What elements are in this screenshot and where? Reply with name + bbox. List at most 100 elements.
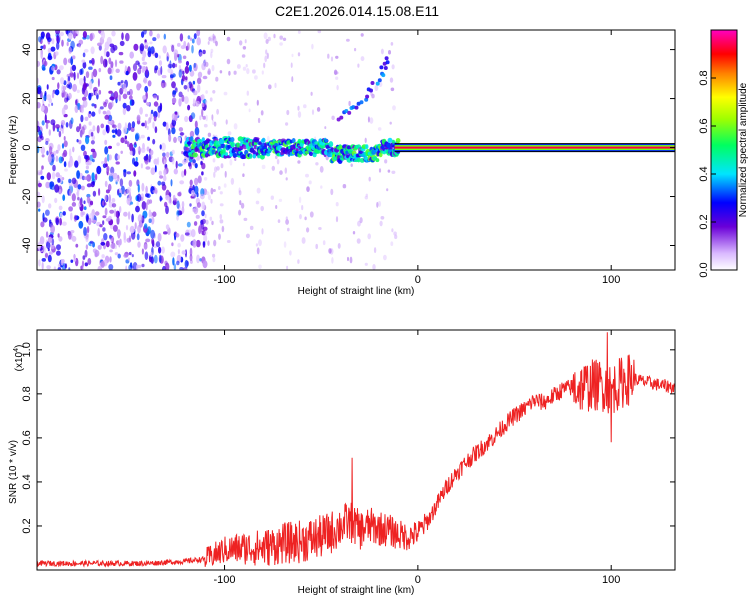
- y-tick-label: 0: [21, 144, 33, 150]
- heatmap-cell: [146, 146, 150, 152]
- heatmap-cell: [140, 163, 143, 169]
- heatmap-cell: [193, 33, 197, 40]
- heatmap-cell: [96, 125, 100, 134]
- heatmap-cell: [73, 258, 77, 262]
- heatmap-cell: [38, 208, 41, 212]
- heatmap-cell: [196, 37, 201, 46]
- heatmap-cell: [125, 265, 128, 270]
- heatmap-cell: [219, 191, 223, 195]
- heatmap-cell: [145, 193, 149, 198]
- heatmap-cell: [55, 124, 60, 129]
- heatmap-cell: [372, 264, 376, 270]
- heatmap-cell: [88, 198, 92, 208]
- heatmap-cell: [142, 50, 147, 58]
- heatmap-cell: [305, 173, 309, 178]
- heatmap-cell: [195, 214, 200, 219]
- heatmap-cell: [168, 133, 172, 143]
- heatmap-cell: [368, 176, 371, 182]
- heatmap-cell: [145, 102, 150, 106]
- heatmap-cell: [283, 241, 287, 248]
- heatmap-cell: [105, 189, 110, 194]
- heatmap-cell: [240, 202, 245, 209]
- heatmap-cell: [88, 121, 92, 126]
- heatmap-cell: [297, 259, 300, 264]
- heatmap-cell: [285, 122, 289, 126]
- x-tick-label: -100: [214, 274, 236, 286]
- heatmap-cell: [145, 166, 151, 170]
- heatmap-cell: [161, 75, 167, 79]
- heatmap-cell: [68, 92, 72, 100]
- heatmap-cell: [267, 36, 271, 42]
- heatmap-cell: [110, 243, 116, 249]
- heatmap-cell: [233, 70, 237, 75]
- heatmap-cell: [111, 129, 116, 134]
- snr-y-scale-label: (x10: [14, 351, 25, 371]
- heatmap-cell: [102, 215, 107, 219]
- heatmap-cell: [153, 254, 158, 264]
- heatmap-cell: [144, 223, 148, 229]
- heatmap-cell: [89, 200, 94, 206]
- heatmap-cell: [375, 81, 380, 86]
- heatmap-cell: [113, 91, 119, 100]
- heatmap-cell: [125, 70, 129, 76]
- heatmap-cell: [192, 98, 196, 107]
- heatmap-cell: [51, 91, 55, 99]
- heatmap-cell: [46, 150, 49, 156]
- heatmap-cell: [162, 45, 167, 54]
- colorbar-gradient: [710, 29, 738, 271]
- heatmap-cell: [200, 193, 205, 200]
- heatmap-cell: [291, 53, 294, 58]
- heatmap-cell: [199, 52, 203, 57]
- heatmap-cell: [209, 97, 213, 102]
- heatmap-cell: [390, 42, 394, 46]
- heatmap-cell: [143, 243, 148, 250]
- heatmap-cell: [159, 144, 162, 150]
- heatmap-cell: [148, 153, 151, 163]
- heatmap-cell: [131, 121, 136, 129]
- heatmap-cell: [124, 135, 128, 140]
- heatmap-cell: [191, 44, 194, 54]
- heatmap-cell: [129, 150, 134, 156]
- heatmap-cell: [133, 161, 139, 167]
- heatmap-cell: [57, 177, 61, 183]
- heatmap-cell: [229, 159, 233, 166]
- heatmap-cell: [50, 243, 55, 250]
- heatmap-cell: [201, 62, 206, 71]
- heatmap-cell: [135, 157, 138, 162]
- heatmap-cell: [187, 42, 190, 51]
- heatmap-cell: [133, 43, 139, 51]
- heatmap-cell: [85, 135, 90, 145]
- heatmap-cell: [236, 64, 241, 69]
- heatmap-cell: [364, 97, 369, 102]
- heatmap-cell: [100, 260, 105, 268]
- heatmap-cell: [140, 134, 145, 139]
- heatmap-cell: [202, 241, 206, 246]
- heatmap-cell: [141, 122, 146, 127]
- heatmap-cell: [78, 139, 82, 145]
- heatmap-cell: [37, 125, 41, 133]
- heatmap-cell: [115, 161, 120, 165]
- heatmap-cell: [75, 243, 79, 248]
- x-tick-label: -100: [214, 574, 236, 586]
- heatmap-cell: [391, 64, 395, 70]
- spectrogram-frame: [36, 29, 676, 271]
- heatmap-cell: [126, 171, 131, 175]
- heatmap-cell: [189, 136, 194, 142]
- heatmap-cell: [97, 244, 102, 250]
- heatmap-cell: [94, 90, 98, 96]
- heatmap-cell: [46, 241, 51, 250]
- heatmap-cell: [264, 55, 268, 63]
- heatmap-cell: [129, 262, 133, 268]
- heatmap-cell: [68, 178, 72, 184]
- heatmap-cell: [150, 149, 154, 156]
- heatmap-cell: [172, 257, 175, 266]
- heatmap-cell: [173, 49, 179, 56]
- heatmap-cell: [207, 132, 212, 137]
- heatmap-cell: [196, 202, 201, 208]
- heatmap-cell: [60, 119, 66, 126]
- heatmap-cell: [377, 200, 382, 207]
- heatmap-cell: [391, 228, 394, 233]
- heatmap-cell: [76, 89, 80, 94]
- heatmap-cell: [50, 224, 55, 234]
- heatmap-cell: [89, 33, 93, 42]
